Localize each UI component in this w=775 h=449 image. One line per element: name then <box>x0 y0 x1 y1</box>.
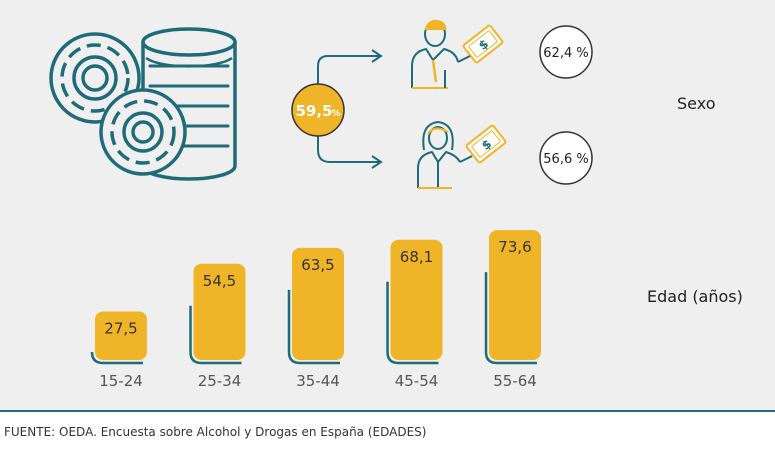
bar-accent-45-54 <box>386 281 439 365</box>
bar-value-label: 68,1 <box>400 248 433 266</box>
bar-15-24 <box>95 311 147 360</box>
woman-with-banknote-icon: $ <box>417 120 507 189</box>
arrow-head-up <box>371 49 383 63</box>
coin-stack-icon <box>49 27 237 181</box>
bar-value-label: 63,5 <box>301 256 334 274</box>
bar-accent-15-24 <box>90 351 143 365</box>
category-tick-label: 55-64 <box>493 372 537 390</box>
bar-value-label: 27,5 <box>104 319 137 337</box>
category-tick-label: 45-54 <box>395 372 439 390</box>
sexo-label: Sexo <box>677 94 716 113</box>
bar-55-64 <box>489 230 541 360</box>
man-with-banknote-icon: $ <box>411 19 504 89</box>
category-tick-label: 35-44 <box>296 372 340 390</box>
arrow-up-connector <box>317 55 380 86</box>
bar-accent-25-34 <box>189 305 242 365</box>
bar-45-54 <box>390 239 443 360</box>
bar-accent-55-64 <box>484 272 537 365</box>
total-unit: % <box>331 109 340 119</box>
source-note: FUENTE: OEDA. Encuesta sobre Alcohol y D… <box>4 425 427 439</box>
coin-chip-front <box>99 88 187 176</box>
category-tick-label: 15-24 <box>99 372 143 390</box>
edad-label: Edad (años) <box>647 287 743 306</box>
female-value-badge: 56,6 % <box>539 131 593 185</box>
male-value-badge: 62,4 % <box>539 25 593 79</box>
infographic-canvas: 59,5 % $ 62,4 % $ <box>49 19 593 390</box>
bar-value-label: 73,6 <box>498 238 531 256</box>
total-circle <box>291 83 345 137</box>
male-value: 62,4 % <box>543 46 588 61</box>
bar-value-label: 54,5 <box>203 272 236 290</box>
arrow-head-down <box>371 155 383 169</box>
total-value: 59,5 <box>295 102 332 120</box>
age-bar-chart: 27,5 15-24 54,5 25-34 63,5 35-44 68,1 45-54 73,6… <box>90 230 541 390</box>
bar-25-34 <box>193 263 246 360</box>
footer-rule <box>0 410 775 412</box>
bar-35-44 <box>292 247 344 360</box>
total-indicator: 59,5 % <box>291 49 383 169</box>
category-tick-label: 25-34 <box>198 372 242 390</box>
bar-accent-35-44 <box>287 289 340 365</box>
female-value: 56,6 % <box>543 152 588 167</box>
arrow-down-connector <box>317 134 380 163</box>
